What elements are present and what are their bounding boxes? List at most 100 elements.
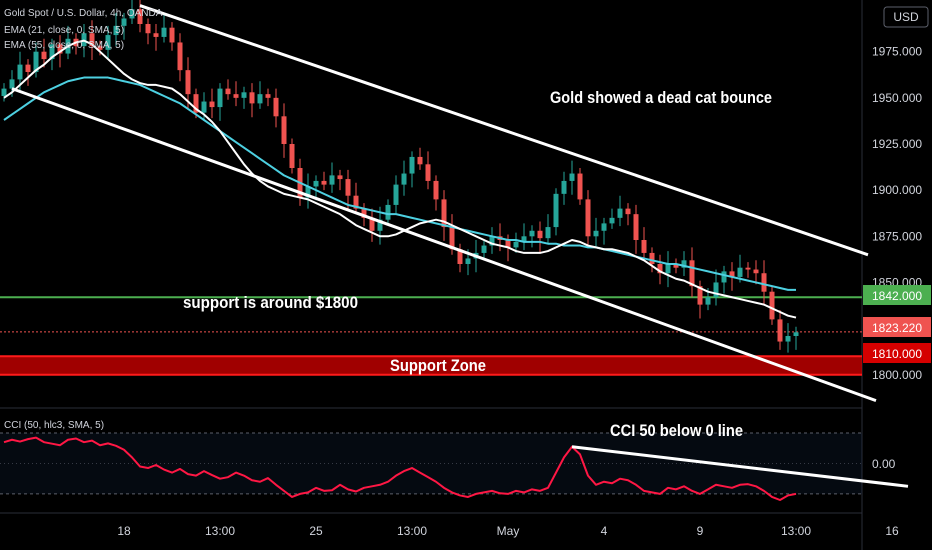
trend-channel (11, 4, 877, 403)
support-zone-band (0, 356, 862, 375)
candle-body (441, 199, 447, 228)
support-price-badge (863, 285, 931, 305)
candle-body (41, 51, 47, 60)
candle-body (209, 101, 215, 108)
candle-body (689, 260, 695, 287)
candle-body (601, 223, 607, 231)
candle-body (9, 79, 15, 89)
candle-body (201, 101, 207, 113)
candle-body (169, 27, 175, 43)
candle-body (553, 193, 559, 228)
candle-body (433, 180, 439, 200)
candle-body (137, 9, 143, 24)
price-tick-label: 1800.000 (872, 368, 922, 382)
ema21-line (3, 39, 797, 319)
price-tick-label: 1975.000 (872, 45, 922, 59)
candle-body (241, 92, 247, 98)
candle-body (737, 267, 743, 277)
candle-body (185, 70, 191, 95)
cci-zero-tick: 0.00 (872, 457, 896, 471)
moving-averages (3, 39, 797, 319)
candle-body (313, 180, 319, 187)
candle-body (721, 271, 727, 283)
candle-body (289, 144, 295, 168)
ema21-legend: EMA (21, close, 0, SMA, 5) (4, 25, 124, 36)
time-tick-label: May (497, 524, 520, 538)
support-annotation: support is around $1800 (183, 293, 358, 312)
candle-body (761, 273, 767, 292)
candle-body (681, 260, 687, 268)
candle-body (161, 27, 167, 37)
candle-body (377, 219, 383, 231)
candle-body (345, 179, 351, 196)
candle-body (177, 42, 183, 71)
candle-body (513, 241, 519, 248)
candle-body (121, 18, 127, 26)
time-tick-label: 13:00 (205, 524, 235, 538)
candle-body (793, 332, 799, 336)
chart-title: Gold Spot / U.S. Dollar, 4h, OANDA (4, 8, 163, 19)
candle-body (649, 252, 655, 264)
candle-body (129, 9, 135, 19)
candle-body (105, 35, 111, 50)
candle-body (233, 94, 239, 98)
candle-body (521, 236, 527, 242)
price-tick-label: 1950.000 (872, 91, 922, 105)
ema55-legend: EMA (55, close, 0, SMA, 5) (4, 40, 124, 51)
candle-body (657, 264, 663, 274)
time-tick-label: 18 (117, 524, 131, 538)
candle-body (385, 204, 391, 220)
candle-body (225, 88, 231, 95)
candle-body (665, 264, 671, 274)
time-tick-label: 13:00 (781, 524, 811, 538)
candle-body (745, 267, 751, 270)
candle-body (153, 33, 159, 37)
candle-body (57, 44, 63, 54)
candle-body (25, 64, 31, 72)
candle-body (257, 94, 263, 104)
candle-body (785, 336, 791, 342)
support-zone-label: Support Zone (390, 356, 486, 375)
candle-body (585, 199, 591, 237)
candle-body (361, 208, 367, 218)
candle-body (425, 164, 431, 181)
candle-body (641, 240, 647, 253)
candle-body (337, 175, 343, 180)
support-price-label: 1842.000 (872, 289, 922, 303)
candle-body (217, 88, 223, 108)
candle-body (593, 230, 599, 237)
last-price-label: 1823.220 (872, 321, 922, 335)
level-lines (0, 296, 862, 376)
price-axis-ticks: 1800.0001850.0001875.0001900.0001925.000… (872, 45, 922, 382)
currency-label: USD (893, 10, 919, 24)
candle-body (753, 269, 759, 274)
candle-body (401, 173, 407, 185)
candle-body (97, 46, 103, 50)
candle-body (529, 230, 535, 237)
candle-body (1, 88, 7, 96)
price-tick-label: 1875.000 (872, 229, 922, 243)
candle-body (393, 184, 399, 205)
candle-body (705, 297, 711, 305)
candle-body (481, 245, 487, 253)
zone-price-label: 1810.000 (872, 347, 922, 361)
cci-line (3, 436, 797, 501)
candle-body (409, 156, 415, 174)
candle-body (281, 116, 287, 144)
currency-badge[interactable] (883, 6, 929, 28)
cci-pane (0, 432, 909, 501)
candle-body (89, 33, 95, 47)
candle-body (465, 258, 471, 264)
time-tick-label: 13:00 (397, 524, 427, 538)
candle-body (769, 291, 775, 320)
time-tick-label: 16 (885, 524, 899, 538)
price-tick-label: 1925.000 (872, 137, 922, 151)
last-price-badge (863, 317, 931, 337)
candle-body (33, 51, 39, 72)
candle-body (713, 282, 719, 298)
candle-body (321, 180, 327, 185)
candle-body (617, 208, 623, 218)
candle-series (1, 0, 799, 353)
